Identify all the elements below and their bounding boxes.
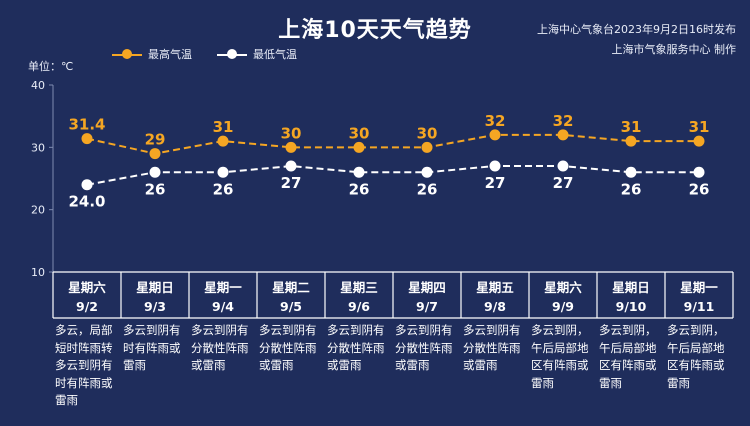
low-temp-line	[86, 165, 699, 186]
weather-description: 多云到阴有分散性阵雨或雷雨	[395, 323, 453, 372]
weekday-label: 星期二	[272, 280, 310, 295]
low-temp-point	[353, 166, 365, 178]
weather-description: 多云到阴，午后局部地区有阵雨或雷雨	[667, 323, 725, 390]
high-temp-point	[285, 141, 297, 153]
high-temp-point	[625, 135, 637, 147]
source-line-producer: 上海市气象服务中心 制作	[611, 43, 737, 56]
low-temp-point	[285, 160, 297, 172]
low-temp-point	[557, 160, 569, 172]
high-temp-point	[353, 141, 365, 153]
date-label: 9/2	[76, 299, 98, 314]
date-label: 9/5	[280, 299, 302, 314]
date-label: 9/9	[552, 299, 574, 314]
low-temp-label: 24.0	[68, 193, 105, 211]
weekday-label: 星期三	[340, 280, 378, 295]
weekday-label: 星期一	[680, 280, 718, 295]
high-temp-label: 32	[553, 112, 574, 130]
weekday-label: 星期六	[544, 280, 582, 295]
low-temp-point	[149, 166, 161, 178]
low-temp-label: 27	[485, 174, 506, 192]
low-temp-point	[217, 166, 229, 178]
weather-description: 多云到阴，午后局部地区有阵雨或雷雨	[599, 323, 657, 390]
low-temp-label: 26	[417, 180, 438, 198]
y-tick-label: 30	[31, 141, 45, 154]
weather-description: 多云到阴有分散性阵雨或雷雨	[191, 323, 249, 372]
weather-description: 多云到阴有分散性阵雨或雷雨	[259, 323, 317, 372]
date-label: 9/3	[144, 299, 166, 314]
date-label: 9/4	[212, 299, 234, 314]
date-label: 9/11	[684, 299, 715, 314]
date-label: 9/10	[616, 299, 647, 314]
high-temp-label: 31	[689, 118, 710, 136]
high-temp-label: 31	[621, 118, 642, 136]
weather-description: 多云，局部短时阵雨转多云到阴有时有阵雨或雷雨	[55, 323, 113, 407]
high-temp-line	[86, 133, 699, 155]
legend-label-low: 最低气温	[253, 48, 297, 61]
y-tick-label: 10	[31, 266, 45, 279]
low-temp-label: 26	[213, 180, 234, 198]
weather-description: 多云到阴有时有阵雨或雷雨	[123, 323, 181, 372]
weekday-label: 星期五	[476, 280, 514, 295]
low-temp-label: 26	[145, 180, 166, 198]
weather-description: 多云到阴有分散性阵雨或雷雨	[463, 323, 521, 372]
weekday-label: 星期一	[204, 280, 242, 295]
high-temp-label: 31	[213, 118, 234, 136]
weekday-label: 星期日	[612, 280, 650, 295]
legend-dot-high	[122, 49, 132, 59]
unit-label: 单位：℃	[28, 60, 74, 73]
high-temp-point	[489, 129, 501, 141]
weekday-label: 星期四	[408, 280, 446, 295]
high-temp-label: 30	[349, 124, 370, 142]
high-temp-label: 29	[145, 131, 166, 149]
legend-label-high: 最高气温	[148, 48, 192, 61]
low-temp-label: 27	[553, 174, 574, 192]
high-temp-label: 30	[281, 124, 302, 142]
high-temp-point	[421, 141, 433, 153]
low-temp-label: 27	[281, 174, 302, 192]
source-note: 上海中心气象台2023年9月2日16时发布 上海市气象服务中心 制作	[537, 20, 736, 60]
weekday-label: 星期六	[68, 280, 106, 295]
y-tick-label: 20	[31, 204, 45, 217]
weather-description: 多云到阴有分散性阵雨或雷雨	[327, 323, 385, 372]
y-tick-label: 40	[31, 79, 45, 92]
date-label: 9/6	[348, 299, 370, 314]
low-temp-label: 26	[621, 180, 642, 198]
low-temp-point	[489, 160, 501, 172]
date-label: 9/8	[484, 299, 506, 314]
high-temp-label: 31.4	[68, 116, 105, 134]
page-title: 上海10天天气趋势	[278, 18, 472, 43]
date-label: 9/7	[416, 299, 438, 314]
high-temp-point	[149, 148, 161, 160]
source-line-publisher: 上海中心气象台2023年9月2日16时发布	[537, 23, 736, 36]
legend-dot-low	[227, 49, 237, 59]
high-temp-label: 30	[417, 124, 438, 142]
high-temp-point	[557, 129, 569, 141]
weekday-label: 星期日	[136, 280, 174, 295]
low-temp-label: 26	[349, 180, 370, 198]
low-temp-point	[693, 166, 705, 178]
low-temp-label: 26	[689, 180, 710, 198]
weather-description: 多云到阴，午后局部地区有阵雨或雷雨	[531, 323, 589, 390]
low-temp-point	[625, 166, 637, 178]
high-temp-point	[693, 135, 705, 147]
high-temp-point	[217, 135, 229, 147]
low-temp-point	[81, 179, 93, 191]
high-temp-point	[81, 133, 93, 145]
high-temp-label: 32	[485, 112, 506, 130]
low-temp-point	[421, 166, 433, 178]
